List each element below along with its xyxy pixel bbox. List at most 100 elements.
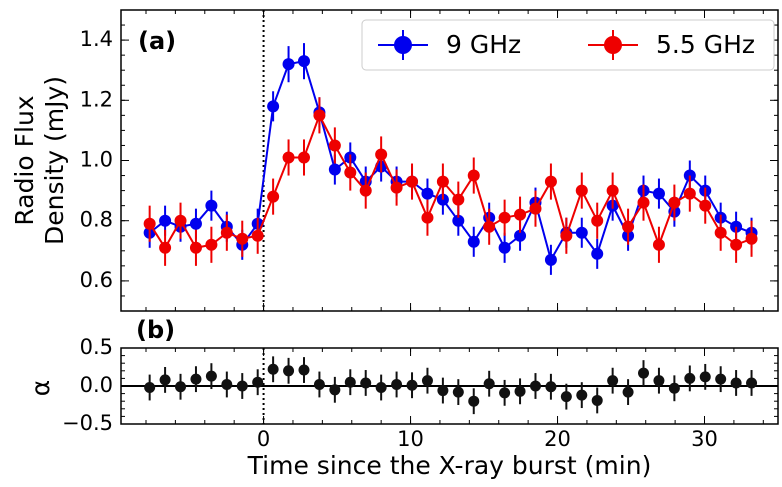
panel-label: (a): [138, 27, 176, 55]
marker: [267, 363, 279, 375]
y-tick-label: 1.0: [80, 148, 113, 172]
marker: [189, 241, 202, 254]
marker: [205, 370, 217, 382]
x-tick-label: 10: [397, 427, 424, 451]
marker: [652, 238, 665, 251]
marker: [221, 378, 233, 390]
y-tick-label: −0.5: [62, 411, 113, 435]
marker: [252, 376, 264, 388]
y-axis-label: Radio Flux: [10, 95, 39, 225]
marker: [745, 232, 758, 245]
marker: [575, 226, 588, 239]
marker: [714, 226, 727, 239]
marker: [499, 387, 511, 399]
marker: [421, 211, 434, 224]
marker: [313, 378, 325, 390]
marker: [159, 241, 172, 254]
legend-marker: [604, 36, 622, 54]
y-tick-label: 1.4: [80, 27, 113, 51]
marker: [189, 217, 202, 230]
marker: [205, 238, 218, 251]
marker: [591, 394, 603, 406]
marker: [560, 229, 573, 242]
marker: [236, 380, 248, 392]
marker: [344, 166, 357, 179]
marker: [421, 187, 434, 200]
marker: [746, 377, 758, 389]
marker: [622, 220, 635, 233]
marker: [159, 214, 172, 227]
y-tick-label: 0.0: [80, 373, 113, 397]
marker: [591, 214, 604, 227]
marker: [421, 375, 433, 387]
marker: [282, 151, 295, 164]
series-line: [148, 112, 752, 250]
marker: [498, 241, 511, 254]
marker: [329, 384, 341, 396]
marker: [514, 229, 527, 242]
marker: [545, 381, 557, 393]
marker: [699, 199, 712, 212]
marker: [375, 148, 388, 161]
marker: [575, 184, 588, 197]
marker: [560, 391, 572, 403]
panel-label: (b): [136, 316, 175, 344]
x-tick-label: 0: [257, 427, 270, 451]
marker: [467, 235, 480, 248]
marker: [576, 389, 588, 401]
marker: [544, 253, 557, 266]
marker: [529, 202, 542, 215]
marker: [406, 175, 419, 188]
legend-box: [361, 19, 775, 71]
marker: [514, 385, 526, 397]
marker: [159, 374, 171, 386]
x-tick-label: 20: [544, 427, 571, 451]
marker: [328, 163, 341, 176]
marker: [544, 175, 557, 188]
marker: [359, 184, 372, 197]
marker: [452, 193, 465, 206]
marker: [236, 232, 249, 245]
marker: [144, 382, 156, 394]
marker: [298, 364, 310, 376]
axes-frame: [120, 9, 779, 312]
marker: [730, 238, 743, 251]
marker: [437, 385, 449, 397]
legend-label: 9 GHz: [446, 30, 521, 59]
marker: [606, 184, 619, 197]
marker: [267, 100, 280, 113]
marker: [483, 220, 496, 233]
marker: [468, 395, 480, 407]
marker: [436, 175, 449, 188]
y-tick-label: 0.6: [80, 268, 113, 292]
marker: [684, 372, 696, 384]
marker: [730, 377, 742, 389]
marker: [390, 181, 403, 194]
marker: [344, 376, 356, 388]
marker: [452, 214, 465, 227]
marker: [591, 247, 604, 260]
marker: [652, 187, 665, 200]
marker: [498, 211, 511, 224]
marker: [668, 196, 681, 209]
marker: [205, 199, 218, 212]
marker: [467, 169, 480, 182]
marker: [483, 378, 495, 390]
marker: [297, 55, 310, 68]
marker: [297, 151, 310, 164]
marker: [375, 382, 387, 394]
marker: [637, 196, 650, 209]
series-line: [149, 60, 752, 263]
y-tick-label: 0.5: [80, 335, 113, 359]
x-axis-label: Time since the X-ray burst (min): [247, 451, 652, 480]
marker: [653, 375, 665, 387]
y-tick-label: 1.2: [80, 87, 113, 111]
marker: [251, 229, 264, 242]
marker: [529, 380, 541, 392]
marker: [406, 379, 418, 391]
axes-frame: [120, 347, 779, 425]
marker: [283, 365, 295, 377]
marker: [699, 371, 711, 383]
x-tick-label: 30: [691, 427, 718, 451]
